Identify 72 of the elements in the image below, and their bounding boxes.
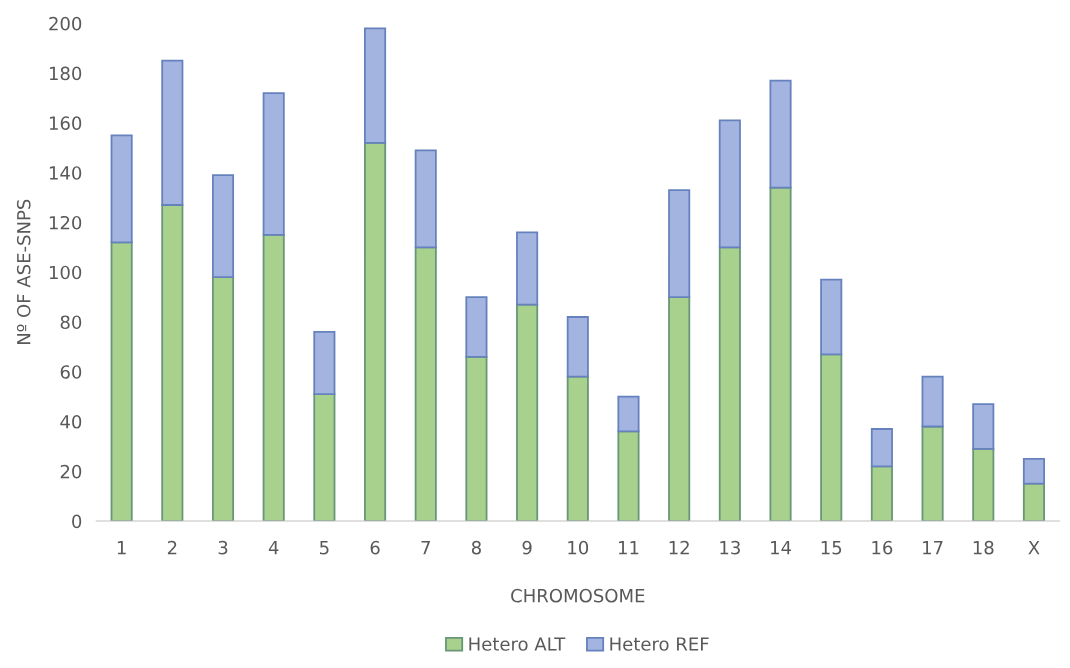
bar xyxy=(262,233,285,522)
bar xyxy=(870,465,893,522)
bar xyxy=(1022,457,1045,485)
bar xyxy=(870,428,893,468)
x-tick-label: 15 xyxy=(821,541,842,555)
bar xyxy=(921,425,944,522)
x-tick-label: 14 xyxy=(771,541,792,555)
x-tick-label: 6 xyxy=(370,540,380,555)
bar xyxy=(313,393,336,522)
x-tick-label: 2 xyxy=(167,540,177,555)
bar xyxy=(414,246,437,522)
bar xyxy=(313,331,336,396)
bar xyxy=(465,355,488,522)
x-tick-label: 13 xyxy=(720,540,740,555)
x-tick-label: 8 xyxy=(471,540,481,555)
x-tick-label: 17 xyxy=(923,541,943,555)
bar xyxy=(110,134,133,244)
bar xyxy=(211,174,235,279)
y-tick-label: 120 xyxy=(49,215,82,230)
legend-label: Hetero REF xyxy=(610,637,709,651)
bar xyxy=(211,276,235,522)
bar xyxy=(566,316,589,378)
bar xyxy=(161,204,184,522)
x-axis-title: CHROMOSOME xyxy=(511,588,645,603)
bar xyxy=(718,246,741,522)
bar xyxy=(820,278,843,356)
bar xyxy=(718,119,741,249)
y-tick-label: 160 xyxy=(49,116,82,131)
bar xyxy=(769,186,792,522)
x-tick-label: 11 xyxy=(618,541,639,555)
bar xyxy=(972,447,995,522)
bar xyxy=(617,430,640,522)
x-tick-label: 18 xyxy=(973,540,994,555)
y-tick-label: 180 xyxy=(49,66,82,81)
y-tick-label: 200 xyxy=(49,16,82,31)
bar xyxy=(364,27,387,144)
y-tick-label: 60 xyxy=(60,365,82,379)
y-tick-label: 40 xyxy=(60,414,82,429)
x-tick-label: 7 xyxy=(421,541,430,555)
bar xyxy=(668,189,691,298)
bar xyxy=(110,241,133,522)
x-tick-label: 10 xyxy=(568,540,589,555)
bar xyxy=(414,149,437,249)
x-tick-label: X xyxy=(1028,541,1040,555)
bar xyxy=(769,79,792,189)
x-tick-label: 9 xyxy=(522,540,532,555)
bar xyxy=(1022,482,1045,522)
x-tick-label: 5 xyxy=(320,541,329,555)
bar xyxy=(516,303,539,522)
y-axis-title: Nº OF ASE-SNPS xyxy=(16,199,31,345)
bar xyxy=(262,92,285,236)
bar xyxy=(516,231,539,306)
y-tick-label: 20 xyxy=(60,464,82,479)
y-tick-label: 140 xyxy=(49,166,82,180)
bar xyxy=(617,395,640,433)
bar xyxy=(921,375,944,428)
legend-label: Hetero ALT xyxy=(469,637,566,651)
bar xyxy=(668,296,691,522)
x-tick-label: 1 xyxy=(117,541,126,555)
bar xyxy=(465,296,488,358)
bar xyxy=(364,141,387,522)
bar xyxy=(972,403,995,450)
x-tick-label: 12 xyxy=(669,540,689,555)
bar xyxy=(820,353,843,522)
y-tick-label: 0 xyxy=(72,514,82,529)
bar xyxy=(566,375,589,522)
y-tick-label: 100 xyxy=(49,265,82,280)
y-tick-label: 80 xyxy=(60,315,82,330)
x-tick-label: 3 xyxy=(218,540,228,555)
x-tick-label: 16 xyxy=(872,540,893,555)
x-tick-label: 4 xyxy=(268,541,279,555)
bar xyxy=(161,59,184,206)
